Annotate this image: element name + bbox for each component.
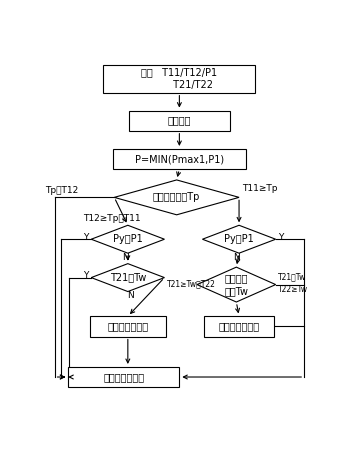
FancyBboxPatch shape <box>204 316 274 337</box>
Text: Py＜P1: Py＜P1 <box>224 234 254 244</box>
FancyBboxPatch shape <box>103 65 256 93</box>
Text: Tp＞T12: Tp＞T12 <box>45 186 78 195</box>
Text: N: N <box>233 253 240 262</box>
Text: 电加热禁止运行: 电加热禁止运行 <box>103 372 144 382</box>
Text: 开始   T11/T12/P1
         T21/T22: 开始 T11/T12/P1 T21/T22 <box>141 67 217 90</box>
FancyBboxPatch shape <box>129 111 230 131</box>
Text: 室内盘管温度Tp: 室内盘管温度Tp <box>153 193 200 202</box>
Text: T22≥Tw: T22≥Tw <box>278 285 308 294</box>
FancyBboxPatch shape <box>90 316 166 337</box>
Text: 室外环境
温度Tw: 室外环境 温度Tw <box>224 273 248 296</box>
Text: T21≥Tw＞T22: T21≥Tw＞T22 <box>167 280 216 289</box>
Text: N: N <box>127 291 134 300</box>
Text: P=MIN(Pmax1,P1): P=MIN(Pmax1,P1) <box>135 154 224 164</box>
Text: Py＜P1: Py＜P1 <box>113 234 143 244</box>
Text: Y: Y <box>83 271 89 280</box>
Text: T21＜Tw: T21＜Tw <box>110 273 146 283</box>
Text: T12≥Tp＞T11: T12≥Tp＞T11 <box>83 215 141 223</box>
Polygon shape <box>197 267 276 302</box>
Text: Y: Y <box>83 233 89 242</box>
Polygon shape <box>91 225 164 253</box>
Polygon shape <box>202 225 276 253</box>
Text: 电加热部分运行: 电加热部分运行 <box>107 322 148 332</box>
FancyBboxPatch shape <box>68 367 179 387</box>
FancyBboxPatch shape <box>113 149 246 169</box>
Polygon shape <box>91 264 164 292</box>
Polygon shape <box>114 180 239 215</box>
Text: T11≥Tp: T11≥Tp <box>242 184 277 193</box>
Text: Y: Y <box>278 233 284 242</box>
Text: N: N <box>122 253 128 262</box>
Text: T21＜Tw: T21＜Tw <box>278 272 307 281</box>
Text: 电加热完全运行: 电加热完全运行 <box>218 322 260 332</box>
Text: 制热运行: 制热运行 <box>168 116 191 125</box>
